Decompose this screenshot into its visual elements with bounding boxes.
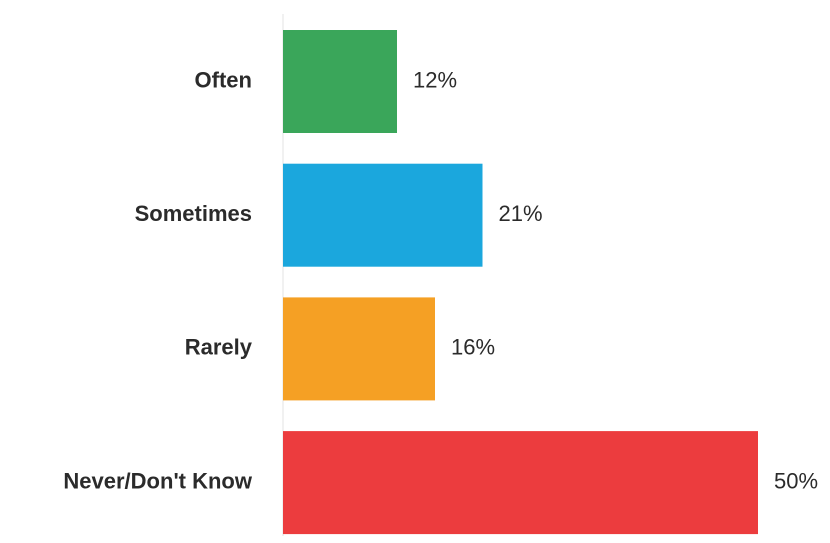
value-label-rarely: 16%: [451, 335, 495, 360]
bar-never-don-t-know: [283, 431, 758, 535]
category-labels: Often Sometimes Rarely Never/Don't Know: [63, 67, 252, 493]
bar-rarely: [283, 297, 435, 401]
value-label-sometimes: 21%: [499, 201, 543, 226]
bar-often: [283, 30, 397, 133]
category-label-never-don-t-know: Never/Don't Know: [63, 468, 252, 493]
category-label-often: Often: [195, 67, 252, 92]
value-label-never-don-t-know: 50%: [774, 468, 818, 493]
value-label-often: 12%: [413, 67, 457, 92]
bar-sometimes: [283, 163, 483, 267]
bars-group: [283, 30, 758, 535]
category-label-rarely: Rarely: [185, 335, 253, 360]
category-label-sometimes: Sometimes: [135, 201, 252, 226]
value-labels: 12% 21% 16% 50%: [413, 67, 818, 493]
